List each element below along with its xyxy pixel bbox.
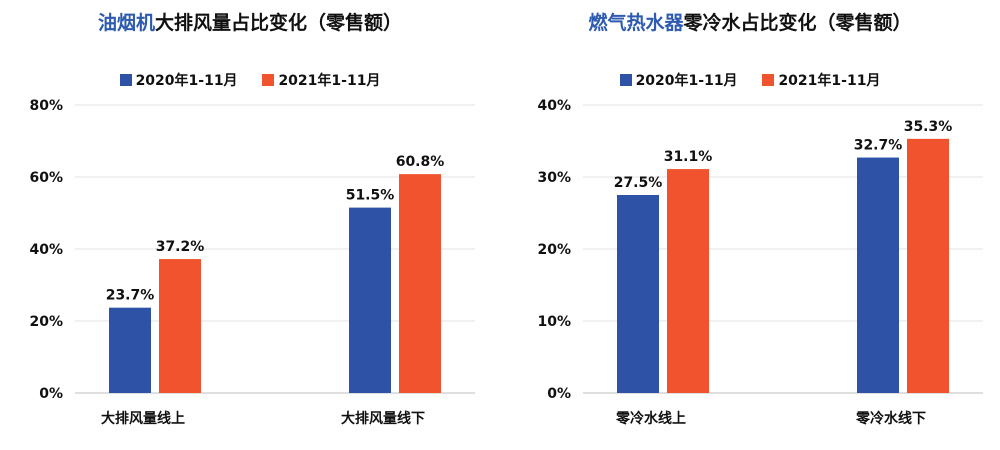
legend-item-2021: 2021年1-11月	[262, 70, 380, 90]
x-category-label: 零冷水线上	[615, 410, 686, 427]
y-tick-label: 60%	[29, 170, 63, 186]
legend-label-2021: 2021年1-11月	[278, 73, 381, 89]
y-tick-label: 40%	[29, 242, 63, 258]
legend-item-2020: 2020年1-11月	[119, 70, 238, 90]
y-tick-label: 10%	[537, 314, 571, 330]
data-label: 37.2%	[156, 239, 205, 255]
data-label: 32.7%	[854, 138, 903, 154]
legend-label-2021: 2021年1-11月	[778, 73, 881, 89]
chart-legend: 2020年1-11月 2021年1-11月	[500, 70, 1000, 90]
bar	[109, 307, 151, 393]
y-tick-label: 0%	[39, 386, 63, 402]
bar	[907, 138, 949, 393]
legend-swatch-2020	[119, 74, 132, 86]
chart-panel-left: 油烟机大排风量占比变化（零售额） 2020年1-11月 2021年1-11月 0…	[0, 8, 500, 427]
legend-swatch-2021	[262, 74, 275, 86]
legend-item-2021: 2021年1-11月	[762, 70, 880, 90]
data-label: 60.8%	[396, 154, 445, 170]
chart-legend: 2020年1-11月 2021年1-11月	[0, 70, 500, 90]
data-label: 31.1%	[664, 149, 713, 165]
bar	[857, 157, 899, 393]
chart-title: 油烟机大排风量占比变化（零售额）	[0, 8, 500, 35]
y-tick-label: 20%	[29, 314, 63, 330]
legend-swatch-2020	[619, 74, 632, 86]
legend-swatch-2021	[762, 74, 775, 86]
data-label: 23.7%	[106, 288, 155, 304]
chart-title-rest: 零冷水占比变化（零售额）	[683, 12, 912, 34]
x-category-label: 大排风量线上	[101, 410, 185, 427]
legend-item-2020: 2020年1-11月	[619, 70, 738, 90]
chart-title: 燃气热水器零冷水占比变化（零售额）	[500, 8, 1000, 35]
chart-title-rest: 大排风量占比变化（零售额）	[155, 12, 403, 34]
y-tick-label: 20%	[537, 242, 571, 258]
bar	[617, 195, 659, 393]
y-tick-label: 80%	[29, 98, 63, 114]
chart-title-highlight: 油烟机	[97, 12, 155, 34]
bar-chart-plot: 0% 20% 40% 60% 80% 23.7% 37.2% 大排风量线上 51.5% 60.8%…	[29, 98, 475, 427]
bar	[349, 207, 391, 393]
y-tick-label: 40%	[537, 98, 571, 114]
y-tick-label: 30%	[537, 170, 571, 186]
legend-label-2020: 2020年1-11月	[135, 73, 238, 89]
data-label: 35.3%	[904, 119, 953, 135]
legend-label-2020: 2020年1-11月	[635, 73, 738, 89]
bar	[159, 259, 201, 393]
chart-panel-right: 燃气热水器零冷水占比变化（零售额） 2020年1-11月 2021年1-11月 …	[500, 0, 1000, 450]
bar-chart-plot: 0% 10% 20% 30% 40% 27.5%31.1% 零冷水线上 32.7%35.3% 零…	[537, 98, 983, 427]
data-label: 27.5%	[614, 175, 663, 191]
bar	[667, 169, 709, 393]
y-tick-label: 0%	[547, 386, 571, 402]
bar	[399, 174, 441, 393]
x-category-label: 大排风量线下	[341, 410, 425, 427]
x-category-label: 零冷水线下	[855, 410, 926, 427]
data-label: 51.5%	[346, 188, 395, 204]
chart-title-highlight: 燃气热水器	[588, 12, 684, 34]
